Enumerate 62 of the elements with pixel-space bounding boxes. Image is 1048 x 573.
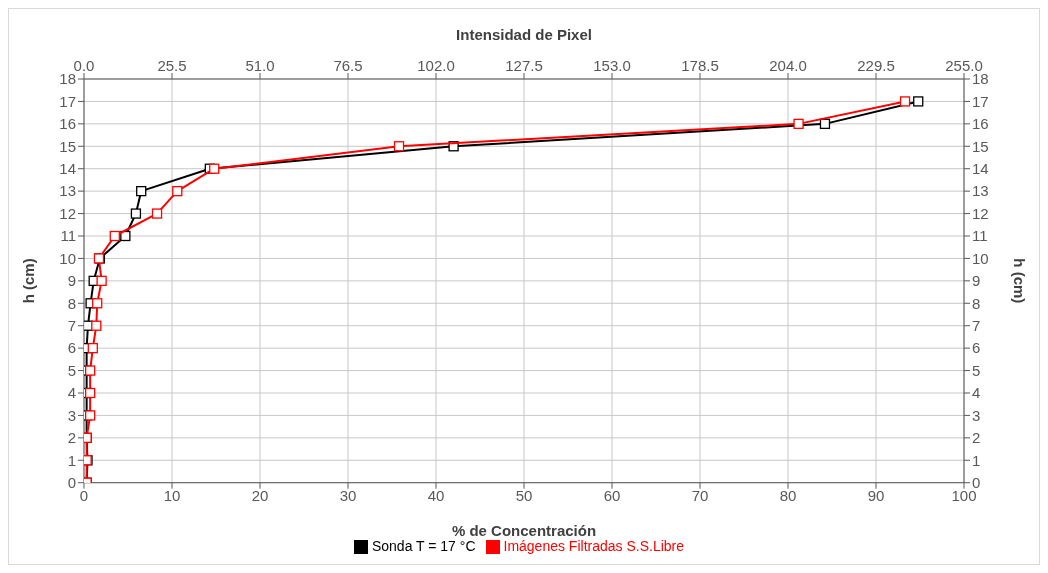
x-tick-label: 90 [867, 487, 885, 505]
y2-tick-label: 3 [972, 406, 981, 424]
y-tick-label: 12 [59, 204, 76, 222]
x2-tick-label: 153.0 [593, 57, 631, 74]
x2-tick-label: 229.5 [857, 57, 895, 74]
x-tick-label: 20 [251, 487, 269, 505]
y-tick-label: 10 [59, 249, 76, 267]
x2-tick-label: 127.5 [505, 57, 543, 74]
y-tick-label: 2 [67, 429, 76, 447]
x2-tick-label: 25.5 [157, 57, 187, 74]
y-tick-label: 18 [59, 70, 76, 88]
y-tick-label: 11 [60, 227, 76, 245]
x2-tick-label: 0.0 [73, 57, 95, 74]
x-axis-title: % de Concentración [451, 521, 597, 539]
y-tick-label: 0 [67, 474, 76, 492]
y2-tick-label: 7 [972, 317, 981, 335]
x2-axis-title: Intensidad de Pixel [456, 25, 592, 43]
y-tick-label: 16 [59, 115, 76, 133]
x2-tick-label: 178.5 [681, 57, 719, 74]
x-tick-label: 10 [163, 487, 181, 505]
y2-tick-label: 8 [972, 294, 981, 312]
x-tick-label: 0 [79, 487, 89, 505]
y-tick-label: 4 [67, 384, 76, 402]
x-tick-label: 60 [603, 487, 621, 505]
y-tick-label: 6 [67, 339, 76, 357]
y2-tick-label: 17 [972, 92, 989, 110]
x2-tick-label: 51.0 [245, 57, 275, 74]
y2-tick-label: 9 [972, 272, 981, 290]
x2-tick-label: 102.0 [417, 57, 455, 74]
y-tick-label: 3 [67, 406, 76, 424]
x2-tick-label: 204.0 [769, 57, 807, 74]
y2-tick-label: 6 [972, 339, 981, 357]
y-tick-label: 9 [67, 272, 76, 290]
x-tick-label: 70 [691, 487, 709, 505]
x-tick-label: 80 [779, 487, 797, 505]
legend-label: Sonda T = 17 °C [371, 537, 476, 554]
legend-label: Imágenes Filtradas S.S.Libre [503, 537, 685, 554]
y2-tick-label: 15 [972, 137, 989, 155]
x-tick-label: 50 [515, 487, 533, 505]
y-tick-label: 17 [59, 92, 76, 110]
y-tick-label: 5 [67, 361, 76, 379]
y2-tick-label: 10 [972, 249, 989, 267]
x-tick-label: 30 [339, 487, 357, 505]
x-tick-label: 40 [427, 487, 445, 505]
y-tick-label: 8 [67, 294, 76, 312]
y2-tick-label: 16 [972, 115, 989, 133]
y2-axis-title: h (cm) [1010, 258, 1028, 304]
y2-tick-label: 11 [972, 227, 988, 245]
y-tick-label: 13 [59, 182, 76, 200]
y2-tick-label: 2 [972, 429, 981, 447]
y2-tick-label: 4 [972, 384, 981, 402]
y-tick-label: 15 [59, 137, 76, 155]
y2-tick-label: 13 [972, 182, 989, 200]
x2-tick-label: 76.5 [333, 57, 363, 74]
y2-tick-label: 14 [972, 160, 989, 178]
y-tick-label: 1 [67, 451, 76, 469]
y-axis-title: h (cm) [20, 258, 38, 304]
y-tick-label: 14 [59, 160, 76, 178]
y-tick-label: 7 [67, 317, 76, 335]
y2-tick-label: 12 [972, 204, 989, 222]
y2-tick-label: 1 [972, 451, 981, 469]
y2-tick-label: 5 [972, 361, 981, 379]
